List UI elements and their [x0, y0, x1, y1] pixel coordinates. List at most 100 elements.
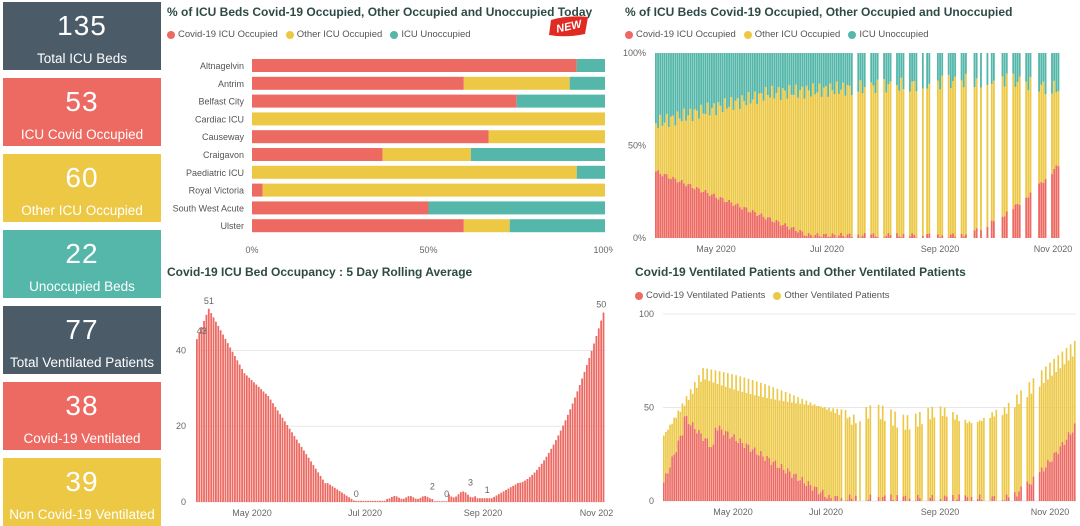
rolling-avg-bar[interactable]	[393, 495, 396, 502]
hospital-bar-segment[interactable]	[576, 59, 605, 72]
rolling-avg-bar[interactable]	[293, 435, 296, 502]
rolling-avg-bar[interactable]	[398, 497, 400, 502]
rolling-avg-bar[interactable]	[514, 484, 517, 502]
rolling-avg-bar[interactable]	[448, 494, 450, 502]
vent-bar-covid[interactable]	[815, 486, 818, 501]
rolling-avg-bar[interactable]	[229, 347, 232, 502]
rolling-avg-bar[interactable]	[250, 380, 253, 502]
vent-bar-other[interactable]	[1067, 360, 1070, 433]
rolling-avg-bar[interactable]	[388, 498, 391, 502]
vent-bar-other[interactable]	[700, 381, 702, 434]
rolling-avg-bar[interactable]	[433, 501, 436, 502]
vent-bar-other[interactable]	[693, 382, 696, 429]
vent-bar-other[interactable]	[679, 411, 682, 436]
rolling-avg-bar[interactable]	[386, 498, 389, 502]
vent-bar-covid[interactable]	[1016, 496, 1018, 501]
vent-bar-other[interactable]	[927, 408, 929, 501]
vent-bar-other[interactable]	[859, 421, 861, 501]
rolling-avg-bar[interactable]	[326, 483, 329, 502]
rolling-avg-bar[interactable]	[524, 480, 526, 502]
vent-bar-other[interactable]	[677, 410, 680, 441]
rolling-avg-bar[interactable]	[533, 472, 536, 502]
vent-bar-covid[interactable]	[869, 494, 872, 501]
vent-bar-covid[interactable]	[733, 434, 735, 501]
vent-bar-covid[interactable]	[675, 452, 678, 501]
vent-bar-covid[interactable]	[700, 433, 702, 501]
vent-bar-covid[interactable]	[1067, 432, 1070, 501]
vent-bar-covid[interactable]	[1020, 486, 1022, 501]
rolling-avg-bar[interactable]	[545, 456, 548, 502]
rolling-avg-bar[interactable]	[483, 498, 486, 502]
vent-bar-other[interactable]	[993, 416, 996, 496]
vent-bar-covid[interactable]	[1005, 494, 1008, 501]
vent-bar-covid[interactable]	[762, 456, 764, 501]
rolling-avg-bar[interactable]	[490, 498, 493, 502]
vent-bar-covid[interactable]	[757, 455, 760, 501]
rolling-avg-bar[interactable]	[317, 472, 320, 502]
vent-bar-covid[interactable]	[929, 497, 932, 501]
vent-bar-other[interactable]	[762, 397, 764, 457]
rolling-avg-bar[interactable]	[374, 500, 377, 502]
vent-bar-other[interactable]	[731, 374, 733, 438]
vent-bar-other[interactable]	[793, 395, 795, 475]
hospital-bar-segment[interactable]	[262, 183, 605, 197]
vent-bar-other[interactable]	[1069, 344, 1072, 435]
hospital-bar-segment[interactable]	[516, 94, 605, 108]
vent-bar-covid[interactable]	[1051, 461, 1053, 501]
vent-bar-other[interactable]	[813, 404, 816, 487]
vent-bar-other[interactable]	[712, 382, 715, 445]
vent-bar-covid[interactable]	[1049, 462, 1051, 501]
rolling-avg-bar[interactable]	[521, 481, 524, 502]
vent-bar-other[interactable]	[788, 393, 791, 472]
vent-bar-covid[interactable]	[751, 449, 754, 501]
vent-bar-covid[interactable]	[1014, 492, 1016, 501]
vent-bar-other[interactable]	[1020, 390, 1022, 487]
vent-bar-other[interactable]	[846, 418, 849, 501]
vent-bar-covid[interactable]	[782, 469, 785, 501]
vent-bar-other[interactable]	[770, 398, 773, 465]
vent-bar-covid[interactable]	[976, 499, 979, 501]
vent-bar-other[interactable]	[933, 417, 936, 501]
vent-bar-covid[interactable]	[737, 442, 739, 501]
rolling-avg-bar[interactable]	[450, 496, 453, 502]
rolling-avg-bar[interactable]	[352, 500, 355, 502]
vent-bar-other[interactable]	[941, 416, 944, 501]
hospital-bar-segment[interactable]	[470, 148, 605, 161]
hospital-bar-segment[interactable]	[252, 165, 577, 179]
vent-bar-covid[interactable]	[696, 433, 698, 501]
rolling-avg-bar[interactable]	[600, 320, 603, 502]
vent-bar-covid[interactable]	[881, 496, 884, 501]
rolling-avg-bar[interactable]	[414, 498, 417, 502]
legend-covid[interactable]: Covid-19 ICU Occupied	[167, 29, 278, 40]
vent-bar-covid[interactable]	[943, 495, 946, 501]
vent-bar-other[interactable]	[883, 420, 886, 496]
rolling-avg-bar[interactable]	[367, 500, 369, 502]
vent-bar-covid[interactable]	[760, 450, 762, 501]
rolling-avg-bar[interactable]	[267, 395, 270, 502]
vent-bar-covid[interactable]	[828, 494, 830, 501]
vent-bar-other[interactable]	[916, 426, 919, 495]
rolling-avg-bar[interactable]	[269, 399, 272, 502]
vent-bar-covid[interactable]	[698, 429, 700, 501]
vent-bar-other[interactable]	[824, 407, 826, 497]
rolling-avg-bar[interactable]	[488, 498, 491, 502]
vent-bar-covid[interactable]	[799, 480, 801, 501]
vent-bar-other[interactable]	[852, 414, 855, 501]
rolling-avg-bar[interactable]	[557, 435, 560, 502]
vent-bar-other[interactable]	[809, 402, 812, 485]
rolling-avg-bar[interactable]	[345, 495, 348, 502]
vent-bar-other[interactable]	[914, 413, 917, 501]
rolling-avg-bar[interactable]	[593, 343, 595, 502]
rolling-avg-bar[interactable]	[569, 409, 572, 502]
vent-bar-other[interactable]	[840, 409, 843, 499]
vent-bar-covid[interactable]	[743, 447, 746, 501]
vent-bar-covid[interactable]	[1026, 481, 1029, 501]
vent-bar-covid[interactable]	[749, 451, 752, 501]
vent-bar-other[interactable]	[838, 414, 841, 501]
vent-bar-other[interactable]	[931, 406, 934, 495]
rolling-avg-bar[interactable]	[200, 326, 203, 502]
rolling-avg-bar[interactable]	[291, 432, 293, 502]
vent-bar-covid[interactable]	[766, 455, 768, 501]
hospital-bar-segment[interactable]	[509, 219, 605, 233]
hospital-bar-segment[interactable]	[382, 148, 471, 161]
